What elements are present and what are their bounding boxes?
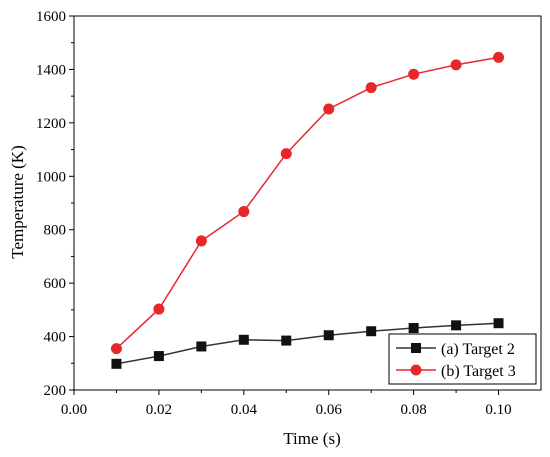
x-tick-label: 0.04 [231, 402, 258, 418]
series-1-point [238, 334, 249, 345]
series-2-point [323, 103, 335, 115]
series-2-point [493, 51, 505, 63]
series-layer [110, 51, 505, 369]
y-tick-label: 600 [44, 276, 67, 292]
y-tick-label: 1200 [36, 116, 66, 132]
x-axis-ticks: 0.00 0.02 0.04 0.06 0.08 0.10 [61, 390, 512, 418]
series-2-point [153, 303, 165, 315]
y-tick-label: 400 [44, 330, 67, 346]
series-2-point [450, 59, 462, 71]
x-tick-label: 0.10 [485, 402, 511, 418]
legend-box [388, 333, 537, 385]
series-1-point [323, 330, 334, 341]
series-1-point [281, 335, 292, 346]
series-1-point [493, 318, 504, 329]
series-1-point [196, 341, 207, 352]
legend-marker-target-2 [411, 343, 421, 353]
series-2-point [110, 343, 122, 355]
legend-label-target-2: (a) Target 2 [441, 341, 515, 358]
x-axis-title: Time (s) [283, 429, 340, 448]
x-tick-label: 0.02 [146, 402, 172, 418]
series-1-point [451, 320, 462, 331]
series-1-point [366, 326, 377, 337]
y-axis-title: Temperature (K) [8, 145, 27, 259]
series-1-line [116, 322, 499, 365]
series-2-line [115, 56, 499, 350]
y-tick-label: 200 [44, 383, 67, 399]
series-2-point [365, 82, 377, 94]
x-tick-label: 0.06 [316, 402, 343, 418]
y-tick-label: 1000 [36, 169, 66, 185]
series-2-point [280, 148, 292, 160]
legend-marker-target-3 [410, 364, 422, 376]
legend-label-target-3: (b) Target 3 [441, 363, 516, 380]
series-1-point [408, 323, 419, 334]
x-tick-label: 0.00 [61, 402, 87, 418]
series-1-point [111, 358, 122, 369]
y-axis-ticks: 200 400 600 800 1000 1200 1400 1600 [36, 9, 74, 399]
series-2-point [408, 68, 420, 80]
legend: (a) Target 2 (b) Target 3 [388, 333, 537, 385]
y-tick-label: 1400 [36, 62, 66, 78]
x-tick-label: 0.08 [401, 402, 427, 418]
y-tick-label: 800 [44, 223, 67, 239]
series-2-point [195, 235, 207, 247]
series-1-point [153, 351, 164, 362]
y-tick-label: 1600 [36, 9, 66, 25]
series-2-point [238, 206, 250, 218]
